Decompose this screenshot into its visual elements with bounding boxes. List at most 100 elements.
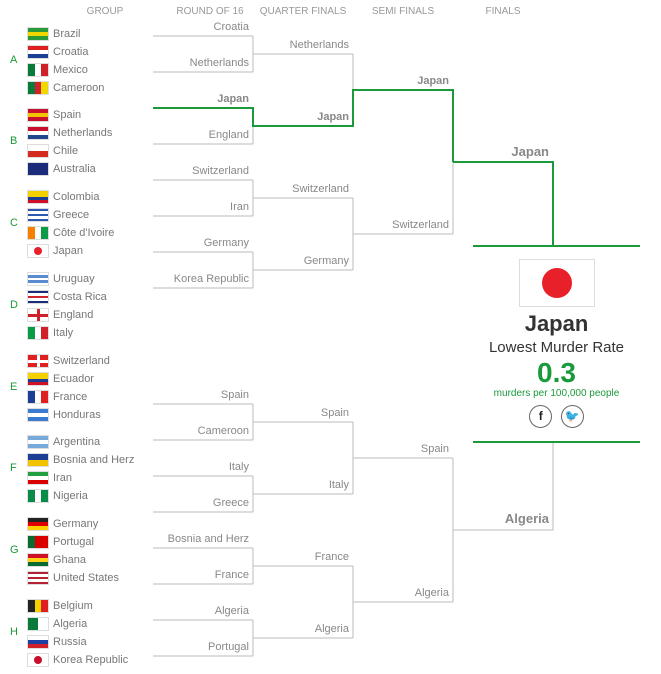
group-letter: H — [10, 626, 18, 638]
round_of_16-team: Croatia — [213, 21, 249, 33]
flag-icon — [27, 408, 49, 422]
flag-icon — [27, 290, 49, 304]
round_of_16-team: Bosnia and Herz — [167, 533, 249, 545]
flag-icon — [27, 144, 49, 158]
winner-title: Lowest Murder Rate — [488, 339, 625, 356]
flag-icon — [27, 308, 49, 322]
team-name: Switzerland — [53, 355, 110, 367]
team-name: Japan — [53, 245, 83, 257]
flag-icon — [27, 372, 49, 386]
team-name: Germany — [53, 518, 99, 530]
group-letter: A — [10, 54, 18, 66]
semi_finals-team: Switzerland — [392, 219, 449, 231]
group-letter: B — [10, 135, 18, 147]
round_of_16-team: Netherlands — [189, 57, 249, 69]
round_of_16-team: Cameroon — [197, 425, 249, 437]
team-name: Costa Rica — [53, 291, 107, 303]
flag-icon — [27, 27, 49, 41]
team-name: Croatia — [53, 46, 89, 58]
flag-icon — [27, 63, 49, 77]
team-name: Korea Republic — [53, 654, 129, 666]
team-name: France — [53, 391, 88, 403]
flag-icon — [27, 208, 49, 222]
quarter_finals-team: Germany — [303, 255, 349, 267]
team-name: England — [53, 309, 94, 321]
team-name: Australia — [53, 163, 96, 175]
flag-icon — [27, 471, 49, 485]
round_of_16-team: Korea Republic — [173, 273, 249, 285]
flag-icon — [27, 489, 49, 503]
winner-value: 0.3 — [537, 357, 576, 388]
flag-icon — [27, 435, 49, 449]
team-name: United States — [53, 572, 120, 584]
quarter_finals-team: Japan — [317, 111, 349, 123]
winner-path — [153, 89, 454, 162]
semi_finals-team: Japan — [417, 75, 449, 87]
team-name: Mexico — [53, 64, 88, 76]
team-name: Portugal — [53, 536, 94, 548]
team-name: Uruguay — [53, 273, 95, 285]
flag-icon — [27, 653, 49, 667]
round_of_16-team: Portugal — [208, 641, 249, 653]
team-name: Algeria — [53, 618, 88, 630]
header-2: QUARTER FINALS — [259, 6, 347, 17]
group-letter: C — [10, 217, 18, 229]
team-name: Spain — [53, 109, 82, 121]
flag-icon — [27, 190, 49, 204]
round_of_16-team: France — [214, 569, 249, 581]
winner-card: Japan Lowest Murder Rate 0.3 murders per… — [473, 247, 640, 428]
quarter_finals-team: Spain — [320, 407, 349, 419]
team-name: Chile — [53, 145, 79, 157]
quarter_finals-team: Algeria — [314, 623, 349, 635]
flag-icon — [27, 453, 49, 467]
flag-icon — [27, 126, 49, 140]
team-name: Ecuador — [53, 373, 94, 385]
semi_finals-team: Spain — [420, 443, 449, 455]
quarter_finals-team: Netherlands — [289, 39, 349, 51]
flag-icon — [27, 108, 49, 122]
winner-unit: murders per 100,000 people — [493, 388, 620, 399]
team-name: Russia — [53, 636, 87, 648]
winner-name: Japan — [524, 311, 589, 336]
team-name: Côte d'Ivoire — [53, 227, 115, 239]
flag-icon — [27, 599, 49, 613]
flag-icon — [27, 390, 49, 404]
quarter_finals-team: France — [314, 551, 349, 563]
group-letter: D — [10, 299, 18, 311]
flag-icon — [27, 553, 49, 567]
round_of_16-team: Japan — [217, 93, 249, 105]
flag-icon — [27, 326, 49, 340]
round_of_16-team: Italy — [228, 461, 249, 473]
flag-icon — [27, 45, 49, 59]
flag-icon — [27, 571, 49, 585]
facebook-icon[interactable]: f — [529, 405, 553, 428]
round_of_16-team: Germany — [203, 237, 249, 249]
team-name: Colombia — [53, 191, 100, 203]
round_of_16-team: Greece — [212, 497, 249, 509]
round_of_16-team: Switzerland — [192, 165, 249, 177]
team-name: Cameroon — [53, 82, 105, 94]
group-letter: F — [10, 462, 17, 474]
team-name: Iran — [53, 472, 72, 484]
flag-icon — [27, 635, 49, 649]
flag-icon — [27, 244, 49, 258]
team-name: Bosnia and Herz — [53, 454, 135, 466]
team-name: Belgium — [53, 600, 93, 612]
round_of_16-team: England — [208, 129, 249, 141]
flag-icon — [27, 517, 49, 531]
group-letter: G — [10, 544, 19, 556]
finals-team: Algeria — [504, 511, 549, 526]
header-1: ROUND OF 16 — [176, 6, 244, 17]
flag-icon — [27, 81, 49, 95]
final-line-top — [453, 161, 554, 246]
team-name: Italy — [53, 327, 74, 339]
header-0: GROUP — [86, 6, 124, 17]
flag-icon — [27, 162, 49, 176]
flag-icon — [27, 272, 49, 286]
flag-icon — [27, 226, 49, 240]
twitter-icon[interactable]: 🐦 — [560, 405, 584, 428]
team-name: Netherlands — [53, 127, 113, 139]
semi_finals-team: Algeria — [414, 587, 449, 599]
